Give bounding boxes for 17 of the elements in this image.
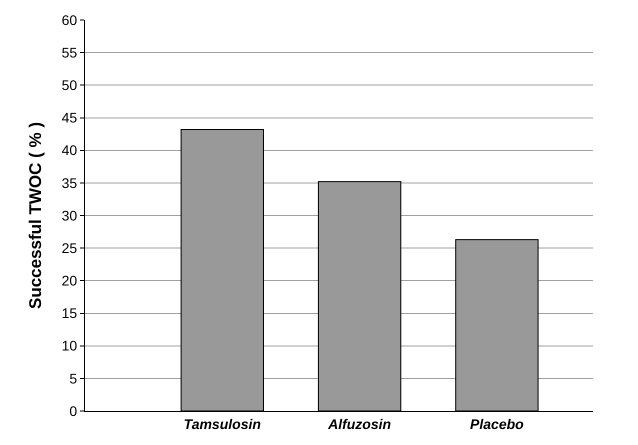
y-tick-label: 15 bbox=[62, 305, 78, 322]
y-tick-label: 10 bbox=[62, 338, 78, 354]
y-tick-label: 20 bbox=[62, 272, 78, 289]
y-tick-label: 35 bbox=[62, 174, 78, 191]
y-tick-label: 25 bbox=[62, 240, 78, 256]
x-tick-label: Alfuzosin bbox=[327, 416, 392, 432]
y-tick-label: 55 bbox=[62, 44, 78, 60]
x-tick-label: Placebo bbox=[470, 416, 524, 432]
y-tick-label: 0 bbox=[69, 402, 78, 419]
y-tick-label: 45 bbox=[62, 110, 78, 126]
y-tick-label: 5 bbox=[69, 370, 78, 386]
y-tick-label: 30 bbox=[62, 207, 78, 224]
y-tick-label: 40 bbox=[62, 142, 78, 158]
y-axis-title: Successful TWOC ( % ) bbox=[26, 122, 46, 310]
x-tick-label: Tamsulosin bbox=[184, 416, 261, 432]
y-tick-label: 50 bbox=[62, 77, 78, 94]
y-tick-label: 60 bbox=[62, 12, 78, 28]
